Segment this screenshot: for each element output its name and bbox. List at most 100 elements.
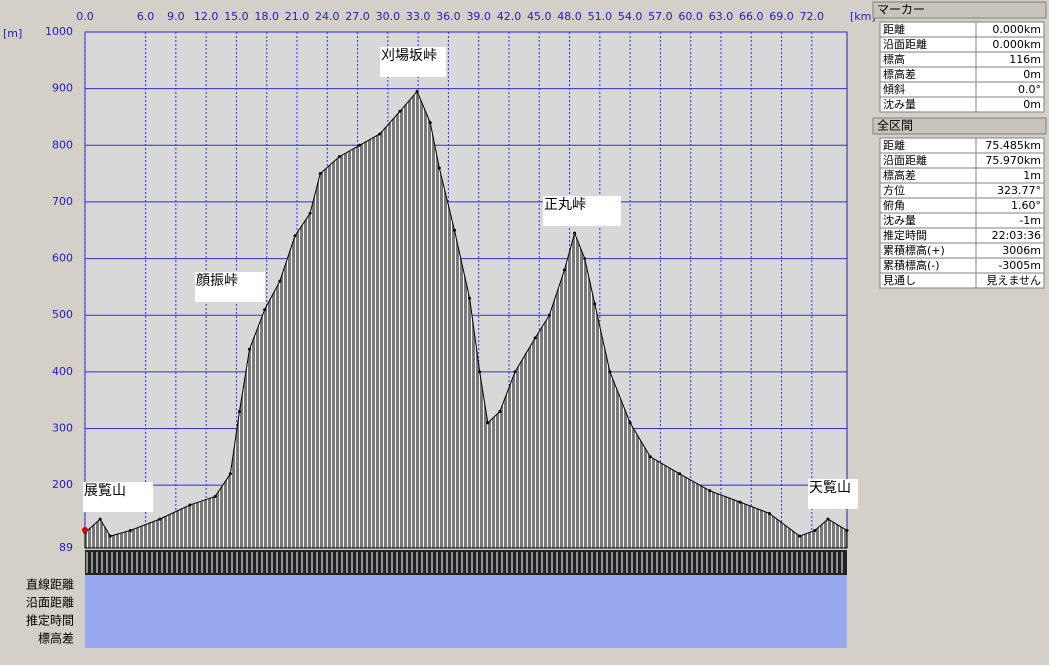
row-label: 直線距離 xyxy=(26,577,74,592)
x-tick-label: 30.0 xyxy=(376,10,401,23)
elevation-point xyxy=(452,228,456,232)
annotation-box xyxy=(195,272,265,302)
y-tick-label: 89 xyxy=(59,541,73,554)
y-tick-label: 700 xyxy=(52,195,73,208)
row-value: 0.000km xyxy=(992,23,1041,36)
row-value: 323.77° xyxy=(997,184,1041,197)
row-value: 見えません xyxy=(986,274,1041,287)
elevation-point xyxy=(708,489,712,493)
x-tick-label: 27.0 xyxy=(345,10,370,23)
elevation-point xyxy=(845,528,849,532)
row-value: 75.485km xyxy=(985,139,1041,152)
y-tick-label: 400 xyxy=(52,365,73,378)
elevation-point xyxy=(628,421,632,425)
elevation-point xyxy=(263,308,267,312)
elevation-point xyxy=(358,143,362,147)
annotation-box xyxy=(83,482,153,512)
row-key: 沈み量 xyxy=(883,97,916,111)
row-key: 沿面距離 xyxy=(883,153,927,167)
elevation-point xyxy=(583,257,587,261)
row-key: 累積標高(+) xyxy=(883,243,945,257)
x-tick-label: 42.0 xyxy=(497,10,522,23)
x-unit: [km] xyxy=(850,10,876,23)
row-value: 0.0° xyxy=(1018,83,1041,96)
elevation-point xyxy=(593,302,597,306)
x-tick-label: 72.0 xyxy=(800,10,825,23)
x-tick-label: 45.0 xyxy=(527,10,552,23)
annotation-box xyxy=(543,196,621,226)
panel-title: 全区間 xyxy=(877,118,913,133)
elevation-point xyxy=(573,231,577,235)
elevation-point xyxy=(293,234,297,238)
annotation: 展覧山 xyxy=(84,482,126,499)
elevation-point xyxy=(533,336,537,340)
x-tick-label: 57.0 xyxy=(648,10,673,23)
elevation-point xyxy=(468,296,472,300)
elevation-point xyxy=(813,528,817,532)
elevation-point xyxy=(562,268,566,272)
annotation-box xyxy=(380,47,446,77)
panel-title: マーカー xyxy=(877,3,925,17)
elevation-point xyxy=(398,109,402,113)
row-key: 推定時間 xyxy=(883,228,927,242)
row-value: 75.970km xyxy=(985,154,1041,167)
x-tick-label: 54.0 xyxy=(618,10,643,23)
y-tick-label: 200 xyxy=(52,478,73,491)
x-tick-label: 0.0 xyxy=(76,10,94,23)
x-tick-label: 63.0 xyxy=(709,10,734,23)
row-cell xyxy=(879,96,1045,113)
elevation-point xyxy=(337,155,341,159)
elevation-area xyxy=(84,90,848,549)
row-key: 標高 xyxy=(883,52,905,66)
elevation-point xyxy=(128,528,132,532)
elevation-point xyxy=(648,455,652,459)
row-value: 1.60° xyxy=(1011,199,1041,212)
y-tick-label: 900 xyxy=(52,82,73,95)
x-tick-label: 24.0 xyxy=(315,10,340,23)
x-tick-label: 51.0 xyxy=(588,10,613,23)
row-cell xyxy=(879,272,1045,289)
row-key: 沈み量 xyxy=(883,213,916,227)
elevation-point xyxy=(767,511,771,515)
elevation-point xyxy=(98,517,102,521)
row-value: 116m xyxy=(1009,53,1041,66)
elevation-point xyxy=(608,370,612,374)
row-key: 距離 xyxy=(883,138,905,152)
elevation-point xyxy=(158,517,162,521)
row-key: 標高差 xyxy=(883,67,916,81)
elevation-point xyxy=(486,421,490,425)
x-tick-label: 66.0 xyxy=(739,10,764,23)
elevation-point xyxy=(308,211,312,215)
y-tick-label: 300 xyxy=(52,421,73,434)
elevation-point xyxy=(378,132,382,136)
elevation-point xyxy=(437,166,441,170)
annotation: 天覧山 xyxy=(809,479,851,496)
row-value: 22:03:36 xyxy=(992,229,1041,242)
current-marker xyxy=(82,527,88,533)
annotation-box xyxy=(808,479,858,509)
row-key: 累積標高(-) xyxy=(883,258,940,272)
row-key: 傾斜 xyxy=(883,82,905,96)
elevation-point xyxy=(738,500,742,504)
y-tick-label: 1000 xyxy=(45,25,73,38)
x-tick-label: 69.0 xyxy=(769,10,794,23)
elevation-point xyxy=(798,534,802,538)
elevation-point xyxy=(278,279,282,283)
row-value: 0m xyxy=(1023,98,1041,111)
row-value: 0m xyxy=(1023,68,1041,81)
annotation: 刈場坂峠 xyxy=(381,48,437,64)
row-value: 1m xyxy=(1023,169,1041,182)
elevation-point xyxy=(428,121,432,125)
x-tick-label: 48.0 xyxy=(557,10,582,23)
x-tick-label: 60.0 xyxy=(678,10,703,23)
elevation-point xyxy=(228,472,232,476)
elevation-point xyxy=(248,347,252,351)
elevation-point xyxy=(513,370,517,374)
x-tick-label: 18.0 xyxy=(254,10,279,23)
row-label: 沿面距離 xyxy=(26,596,74,610)
marker-strip xyxy=(85,550,847,575)
x-tick-label: 9.0 xyxy=(167,10,185,23)
elevation-point xyxy=(318,172,322,176)
row-label: 推定時間 xyxy=(26,613,74,628)
annotation: 正丸峠 xyxy=(544,197,586,213)
